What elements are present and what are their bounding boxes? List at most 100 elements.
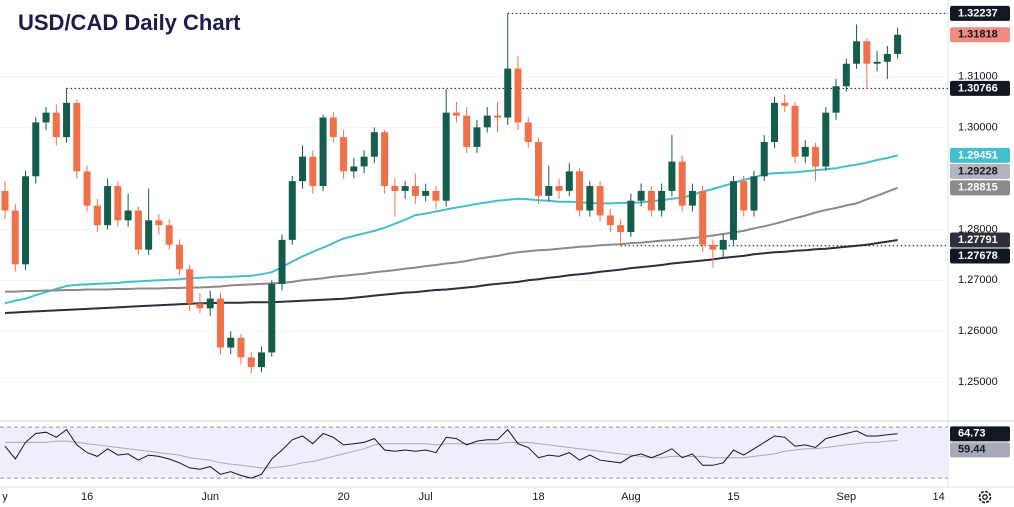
- candle-body: [319, 117, 327, 187]
- price-label-box: [950, 27, 1010, 43]
- candle-body: [822, 112, 830, 167]
- candle-body: [124, 210, 132, 221]
- candle-body: [278, 239, 286, 284]
- price-label-box: [950, 442, 1010, 458]
- candle-body: [237, 337, 245, 358]
- candle-body: [268, 283, 276, 353]
- candle-body: [206, 298, 214, 309]
- candle-body: [576, 171, 584, 211]
- price-label: 59.44: [958, 444, 986, 456]
- candle-body: [370, 132, 378, 157]
- x-tick-label: 16: [81, 491, 93, 503]
- candle-body: [791, 105, 799, 157]
- candle-body: [688, 190, 696, 206]
- candle-body: [473, 127, 481, 147]
- x-tick-label: Jul: [419, 491, 433, 503]
- x-tick-label: Aug: [621, 491, 641, 503]
- candle-body: [432, 190, 440, 201]
- candle-body: [504, 68, 512, 118]
- gear-ring[interactable]: [978, 490, 992, 504]
- rsi-band-fill: [0, 427, 948, 479]
- candle-body: [873, 61, 881, 64]
- candle-body: [11, 210, 19, 265]
- y-tick-label: 1.25000: [958, 376, 998, 388]
- moving-average-line: [4, 239, 898, 314]
- rsi-ma-line: [5, 440, 898, 469]
- candle-body: [709, 244, 717, 250]
- y-tick-label: 1.30000: [958, 121, 998, 133]
- y-tick-label: 1.26000: [958, 325, 998, 337]
- x-tick-label: y: [2, 491, 8, 503]
- candle-body: [134, 210, 142, 250]
- price-label: 1.29451: [958, 149, 998, 161]
- candle-body: [771, 102, 778, 143]
- candle-body: [617, 225, 625, 233]
- candle-body: [781, 102, 789, 106]
- candle-body: [535, 142, 543, 196]
- price-label-box: [950, 163, 1010, 179]
- candle-body: [391, 186, 399, 191]
- price-label: 64.73: [958, 428, 986, 440]
- plot-layer: 1.25000 1.26000 1.27000 1.28000 1.30000 1.310…: [0, 5, 1010, 503]
- candle-body: [894, 34, 902, 54]
- candle-body: [227, 337, 235, 348]
- y-tick-label: 1.31000: [958, 70, 998, 82]
- candle-body: [750, 176, 758, 211]
- candle-body: [801, 146, 809, 157]
- moving-average-line: [5, 186, 898, 293]
- candle-body: [42, 112, 50, 123]
- candle-body: [165, 225, 173, 245]
- x-tick-label: Jun: [201, 491, 219, 503]
- candle-body: [52, 112, 60, 138]
- candle-body: [329, 117, 337, 138]
- candle-body: [606, 215, 614, 226]
- candle-body: [678, 161, 686, 206]
- price-label-box: [950, 232, 1010, 248]
- candle-body: [586, 186, 594, 211]
- candle-body: [493, 115, 501, 118]
- y-tick-label: 1.28000: [958, 223, 998, 235]
- candle-body: [186, 269, 194, 304]
- candle-body: [524, 122, 532, 143]
- candle-body: [83, 171, 91, 206]
- price-label-box: [950, 180, 1010, 196]
- candle-body: [216, 298, 224, 348]
- candle-body: [381, 132, 389, 187]
- moving-average-line: [4, 154, 898, 305]
- candle-body: [411, 186, 419, 196]
- candle-body: [340, 137, 348, 172]
- candle-body: [22, 176, 30, 265]
- candle-body: [442, 112, 450, 201]
- price-label-box: [950, 426, 1010, 442]
- candle-body: [288, 181, 296, 240]
- x-tick-label: 20: [337, 491, 349, 503]
- gear-hub[interactable]: [982, 494, 988, 500]
- candle-body: [699, 190, 707, 245]
- candle-body: [719, 239, 727, 250]
- candle-body: [812, 146, 820, 167]
- x-tick-label: 14: [933, 491, 945, 503]
- candle-body: [832, 86, 840, 113]
- price-label: 1.27791: [958, 234, 998, 246]
- candle-body: [729, 181, 737, 240]
- candle-body: [545, 186, 553, 196]
- candle-body: [350, 166, 358, 172]
- candle-body: [555, 186, 563, 191]
- rsi-line: [4, 428, 898, 479]
- candle-body: [647, 190, 655, 211]
- candle-body: [73, 102, 81, 172]
- settings-icon[interactable]: [978, 490, 992, 504]
- candle-body: [760, 142, 768, 177]
- candle-body: [463, 115, 471, 147]
- candle-body: [93, 205, 101, 226]
- candle-body: [637, 190, 645, 201]
- price-label: 1.32237: [958, 7, 998, 19]
- candle-body: [401, 186, 409, 191]
- price-label: 1.30766: [958, 82, 998, 94]
- candle-body: [360, 156, 368, 167]
- candle-body: [668, 161, 676, 191]
- candle-body: [32, 122, 40, 177]
- candle-body: [483, 115, 491, 128]
